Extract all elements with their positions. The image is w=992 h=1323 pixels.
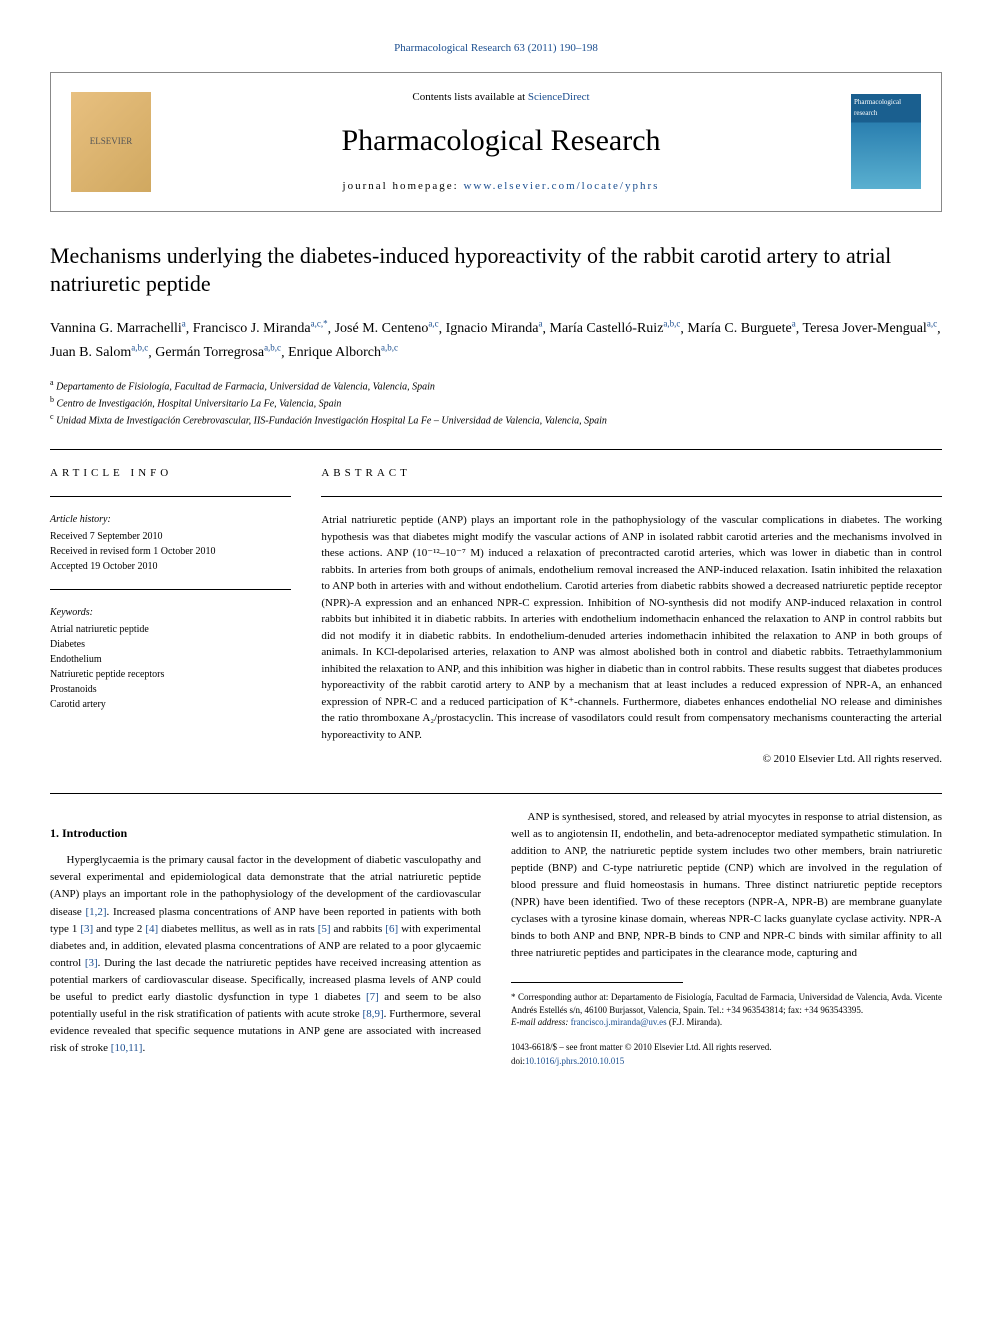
body-columns: 1. Introduction Hyperglycaemia is the pr… [50,809,942,1069]
email-link[interactable]: francisco.j.miranda@uv.es [571,1017,667,1027]
section-head-intro: 1. Introduction [50,824,481,843]
author: Vannina G. Marrachellia [50,321,186,336]
history-head: Article history: [50,512,291,527]
citation-ref[interactable]: [7] [366,991,379,1003]
doi-line: doi:10.1016/j.phrs.2010.10.015 [511,1055,942,1069]
running-head: Pharmacological Research 63 (2011) 190–1… [50,40,942,57]
contents-prefix: Contents lists available at [412,91,527,103]
keyword: Prostanoids [50,682,291,697]
homepage-prefix: journal homepage: [343,180,464,192]
article-title: Mechanisms underlying the diabetes-induc… [50,242,942,299]
journal-title: Pharmacological Research [151,118,851,163]
article-info-label: ARTICLE INFO [50,465,291,482]
abstract-col: ABSTRACT Atrial natriuretic peptide (ANP… [321,465,942,768]
accepted-date: Accepted 19 October 2010 [50,559,291,574]
citation-link[interactable]: Pharmacological Research 63 (2011) 190–1… [394,42,598,54]
author: Teresa Jover-Menguala,c [803,321,938,336]
author: Francisco J. Mirandaa,c,* [193,321,328,336]
citation-ref[interactable]: [3] [80,923,93,935]
keyword: Atrial natriuretic peptide [50,622,291,637]
divider [50,589,291,590]
affiliation-c: c Unidad Mixta de Investigación Cerebrov… [50,411,942,428]
author: Enrique Alborcha,b,c [288,345,398,360]
affiliations: a Departamento de Fisiología, Facultad d… [50,377,942,429]
keyword: Diabetes [50,637,291,652]
keyword: Carotid artery [50,697,291,712]
sciencedirect-link[interactable]: ScienceDirect [528,91,590,103]
keywords-block: Keywords: Atrial natriuretic peptide Dia… [50,605,291,712]
abstract-copyright: © 2010 Elsevier Ltd. All rights reserved… [321,751,942,768]
author: Ignacio Mirandaa [446,321,543,336]
abstract-label: ABSTRACT [321,465,942,482]
body-paragraph: Hyperglycaemia is the primary causal fac… [50,852,481,1057]
citation-ref[interactable]: [3] [85,957,98,969]
article-history: Article history: Received 7 September 20… [50,512,291,574]
journal-cover-thumbnail: Pharmacological research [851,94,921,189]
author: Germán Torregrosaa,b,c [155,345,281,360]
divider [50,449,942,450]
body-paragraph: ANP is synthesised, stored, and released… [511,809,942,962]
doi-block: 1043-6618/$ – see front matter © 2010 El… [511,1041,942,1069]
citation-ref[interactable]: [1,2] [85,906,106,918]
author: María C. Burguetea [687,321,795,336]
doi-link[interactable]: 10.1016/j.phrs.2010.10.015 [525,1056,624,1066]
cover-label: Pharmacological research [854,97,918,118]
author: María Castelló-Ruiza,b,c [550,321,681,336]
header-center: Contents lists available at ScienceDirec… [151,89,851,194]
journal-header-box: ELSEVIER Contents lists available at Sci… [50,72,942,212]
keyword: Natriuretic peptide receptors [50,667,291,682]
email-line: E-mail address: francisco.j.miranda@uv.e… [511,1016,942,1029]
citation-ref[interactable]: [4] [145,923,158,935]
keyword: Endothelium [50,652,291,667]
citation-ref[interactable]: [5] [318,923,331,935]
divider [321,496,942,497]
abstract-text: Atrial natriuretic peptide (ANP) plays a… [321,512,942,743]
info-abstract-row: ARTICLE INFO Article history: Received 7… [50,465,942,768]
affiliation-a: a Departamento de Fisiología, Facultad d… [50,377,942,394]
footnote-divider [511,982,683,983]
email-name: (F.J. Miranda). [667,1017,723,1027]
divider [50,496,291,497]
keywords-head: Keywords: [50,605,291,620]
authors-list: Vannina G. Marrachellia, Francisco J. Mi… [50,317,942,365]
article-info-col: ARTICLE INFO Article history: Received 7… [50,465,291,768]
affiliation-b: b Centro de Investigación, Hospital Univ… [50,394,942,411]
email-label: E-mail address: [511,1017,571,1027]
divider [50,793,942,794]
homepage-link[interactable]: www.elsevier.com/locate/yphrs [463,180,659,192]
corresponding-author-footnote: * Corresponding author at: Departamento … [511,991,942,1029]
citation-ref[interactable]: [6] [385,923,398,935]
homepage-line: journal homepage: www.elsevier.com/locat… [151,178,851,195]
corresponding-text: * Corresponding author at: Departamento … [511,991,942,1016]
elsevier-logo: ELSEVIER [71,92,151,192]
front-matter-line: 1043-6618/$ – see front matter © 2010 El… [511,1041,942,1055]
author: José M. Centenoa,c [335,321,439,336]
contents-available: Contents lists available at ScienceDirec… [151,89,851,106]
revised-date: Received in revised form 1 October 2010 [50,544,291,559]
author: Juan B. Saloma,b,c [50,345,148,360]
citation-ref[interactable]: [10,11] [111,1042,143,1054]
citation-ref[interactable]: [8,9] [363,1008,384,1020]
received-date: Received 7 September 2010 [50,529,291,544]
